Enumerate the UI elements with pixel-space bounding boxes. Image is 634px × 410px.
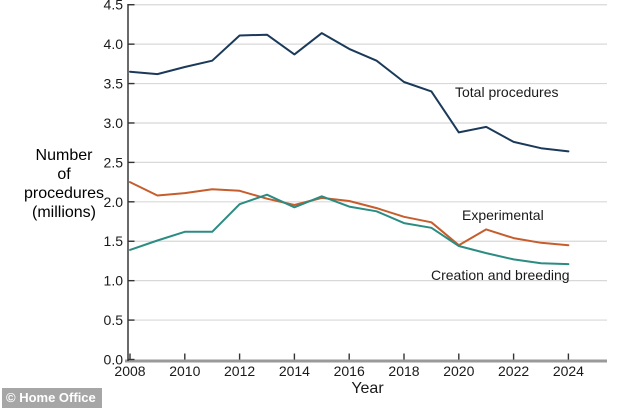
y-tick-label: 0.5 [104, 312, 124, 328]
x-tick-label: 2008 [114, 363, 145, 379]
y-tick-label: 2.0 [104, 194, 124, 210]
x-tick-label: 2010 [169, 363, 200, 379]
y-tick-label: 3.0 [104, 115, 124, 131]
y-axis-title-line: Number [35, 147, 93, 164]
x-tick-label: 2012 [224, 363, 255, 379]
x-tick-label: 2020 [443, 363, 474, 379]
x-tick-label: 2022 [498, 363, 529, 379]
x-tick-label: 2014 [279, 363, 310, 379]
y-tick-label: 3.5 [104, 76, 124, 92]
credit-badge: © Home Office [2, 388, 102, 408]
series-label: Experimental [462, 207, 544, 223]
y-axis-title-line: of [57, 166, 71, 183]
y-tick-label: 0.0 [104, 352, 124, 368]
y-tick-label: 4.5 [104, 0, 124, 13]
y-axis-title-line: procedures [23, 185, 105, 202]
series-label: Creation and breeding [431, 267, 570, 283]
series-line [129, 181, 570, 247]
series-line [129, 193, 570, 266]
y-axis-title-line: (millions) [32, 204, 96, 221]
x-tick-label: 2018 [388, 363, 419, 379]
series-line [129, 32, 570, 153]
y-axis-title: Number of procedures (millions) [8, 146, 120, 222]
y-tick-label: 1.5 [104, 233, 124, 249]
series-label: Total procedures [455, 84, 559, 100]
y-tick-label: 2.5 [104, 154, 124, 170]
x-axis-title: Year [351, 380, 384, 397]
y-tick-label: 4.0 [104, 36, 124, 52]
x-tick-label: 2024 [553, 363, 584, 379]
x-tick-label: 2016 [334, 363, 365, 379]
y-tick-label: 1.0 [104, 273, 124, 289]
